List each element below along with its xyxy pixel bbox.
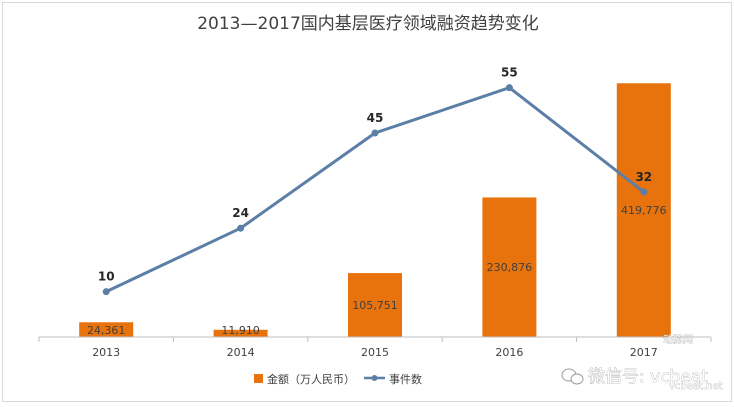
line-value-label-2013: 10 bbox=[98, 270, 115, 284]
bar-value-label-2015: 105,751 bbox=[352, 299, 398, 312]
line-layer bbox=[102, 84, 648, 296]
bar-2015 bbox=[348, 273, 402, 337]
bar-2013 bbox=[79, 322, 134, 337]
bars-layer bbox=[79, 83, 671, 337]
chart-title: 2013—2017国内基层医疗领域融资趋势变化 bbox=[197, 14, 539, 34]
x-tick-label-2017: 2017 bbox=[630, 346, 658, 359]
bar-value-label-2017: 419,776 bbox=[621, 204, 667, 217]
legend-label-events: 事件数 bbox=[389, 373, 422, 386]
line-value-label-2014: 24 bbox=[232, 206, 249, 220]
line-point-2016 bbox=[505, 84, 513, 92]
line-point-2013 bbox=[102, 288, 110, 296]
bar-value-label-2016: 230,876 bbox=[487, 261, 533, 274]
line-point-2017 bbox=[640, 188, 648, 196]
bar-value-label-2013: 24,361 bbox=[87, 324, 126, 337]
x-tick-label-2016: 2016 bbox=[495, 346, 523, 359]
bar-2017 bbox=[616, 83, 671, 337]
x-tick-label-2013: 2013 bbox=[92, 346, 120, 359]
line-value-label-2016: 55 bbox=[501, 66, 518, 80]
line-point-2014 bbox=[237, 224, 245, 232]
watermark-wechat-id: 微信号: vcbeat bbox=[588, 367, 708, 387]
x-tick-label-2014: 2014 bbox=[227, 346, 255, 359]
bar-value-label-2014: 11,910 bbox=[221, 324, 260, 337]
baseline-layer bbox=[38, 336, 712, 342]
chart-frame: 2013—2017国内基层医疗领域融资趋势变化 24,361 11,910 105,… bbox=[2, 2, 732, 402]
bar-2014 bbox=[213, 329, 268, 337]
chart-svg: 2013—2017国内基层医疗领域融资趋势变化 24,361 11,910 105,… bbox=[38, 14, 723, 392]
line-value-label-2017: 32 bbox=[635, 170, 652, 184]
bar-2016 bbox=[482, 197, 537, 337]
labels-layer: 24,361 11,910 105,751 230,876 419,776 10 24 45 5… bbox=[87, 66, 667, 337]
watermark-logo: 动脉网 bbox=[663, 333, 693, 346]
x-axis: 2013 2014 2015 2016 2017 bbox=[92, 346, 658, 359]
watermark-url: vcbeat.net bbox=[669, 381, 723, 392]
legend: 金额（万人民币） 事件数 bbox=[254, 372, 422, 386]
line-point-2015 bbox=[371, 129, 379, 137]
x-tick-label-2015: 2015 bbox=[361, 346, 389, 359]
watermark: 微信号: vcbeat 动脉网 vcbeat.net bbox=[561, 333, 723, 392]
wechat-icon bbox=[561, 368, 584, 385]
line-value-label-2015: 45 bbox=[367, 111, 384, 125]
legend-label-amount: 金额（万人民币） bbox=[267, 372, 355, 386]
legend-swatch-events-marker bbox=[371, 375, 378, 381]
legend-swatch-amount bbox=[254, 374, 263, 383]
